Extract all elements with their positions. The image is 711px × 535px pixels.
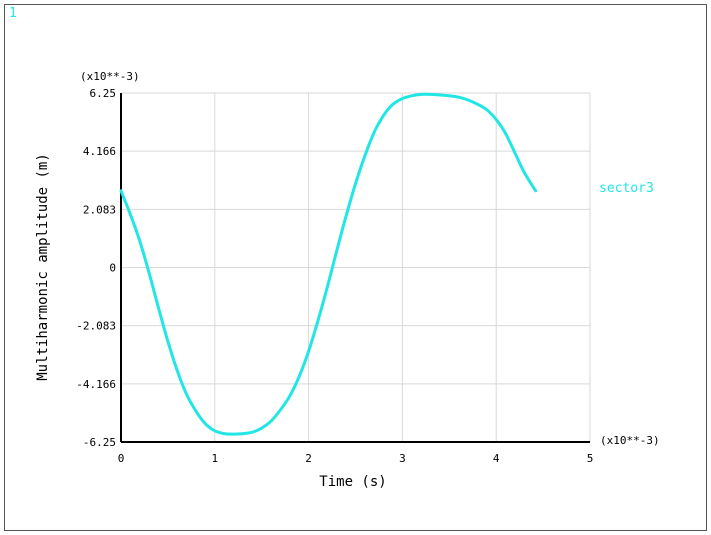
- y-tick-label: 4.166: [83, 145, 116, 158]
- series-label-sector3: sector3: [599, 181, 654, 196]
- y-tick-label: -4.166: [76, 378, 116, 391]
- x-tick-label: 3: [399, 452, 406, 465]
- x-axis-title: Time (s): [319, 474, 386, 490]
- series-line-sector3: [119, 92, 538, 436]
- x-multiplier-label: (x10**-3): [600, 434, 660, 447]
- x-tick-label: 0: [118, 452, 125, 465]
- series-group: [119, 92, 538, 436]
- y-tick-label: -6.25: [83, 436, 116, 449]
- y-tick-labels: 6.25 4.166 2.083 0 -2.083 -4.166 -6.25: [76, 87, 116, 449]
- window-number-label: 1: [9, 6, 17, 21]
- y-tick-label: 6.25: [90, 87, 117, 100]
- axes: [120, 93, 590, 443]
- x-tick-label: 5: [587, 452, 594, 465]
- x-tick-label: 1: [211, 452, 218, 465]
- x-tick-label: 2: [305, 452, 312, 465]
- y-tick-label: -2.083: [76, 320, 116, 333]
- graphics-window: 1 6.25 4.166 2.083 0 -2.083 -4.166 -6.25 0 1 2 3 4…: [4, 4, 707, 531]
- y-tick-label: 0: [109, 262, 116, 275]
- y-tick-label: 2.083: [83, 203, 116, 216]
- y-axis-title: Multiharmonic amplitude (m): [35, 153, 51, 381]
- x-tick-label: 4: [493, 452, 500, 465]
- y-multiplier-label: (x10**-3): [80, 70, 140, 83]
- x-tick-labels: 0 1 2 3 4 5: [118, 452, 594, 465]
- grid-lines: [121, 92, 591, 442]
